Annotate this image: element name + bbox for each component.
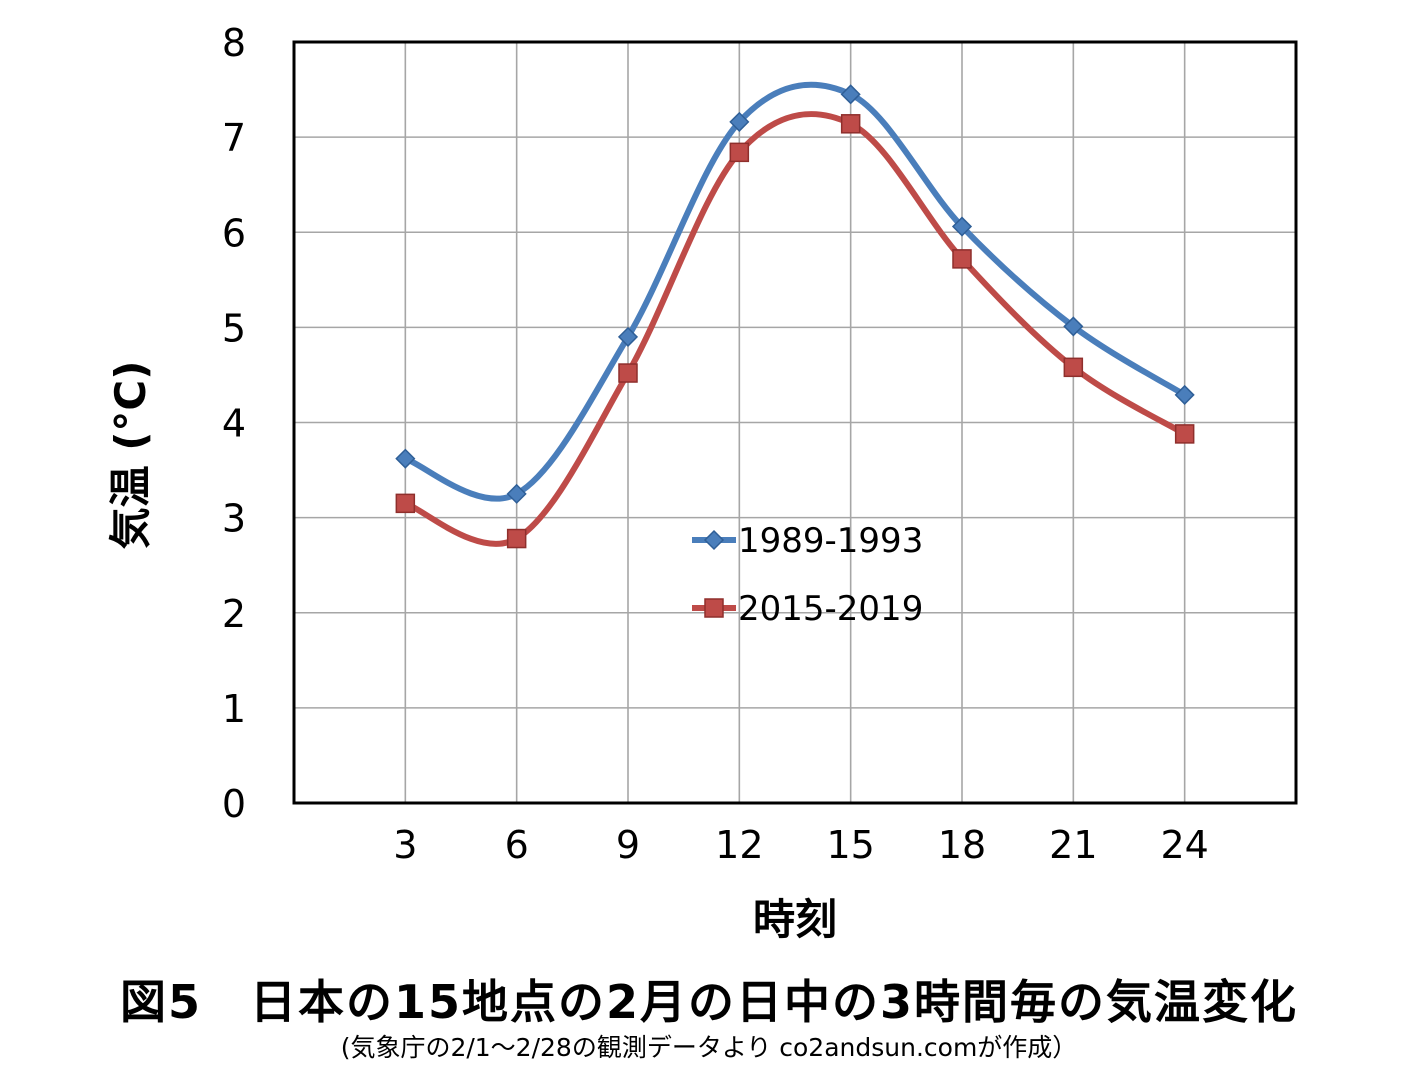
chart-subtitle: (気象庁の2/1〜2/28の観測データより co2andsun.comが作成） xyxy=(340,1033,1078,1062)
x-axis-title: 時刻 xyxy=(753,895,837,944)
data-point xyxy=(1174,424,1195,444)
x-tick-label: 3 xyxy=(393,823,417,867)
y-tick-label: 8 xyxy=(222,21,246,65)
data-point xyxy=(506,483,527,504)
x-tick-label: 12 xyxy=(715,823,763,867)
series-2 xyxy=(395,111,1195,549)
y-tick-label: 4 xyxy=(222,402,246,446)
y-tick-label: 5 xyxy=(222,306,246,350)
legend-marker xyxy=(704,598,724,618)
data-point xyxy=(618,363,638,383)
y-tick-label: 0 xyxy=(222,782,246,826)
legend-entry: 2015-2019 xyxy=(692,589,923,629)
plot-frame xyxy=(292,40,1298,805)
chart-title: 図5 日本の15地点の2月の日中の3時間毎の気温変化 xyxy=(119,975,1299,1029)
series-line xyxy=(402,111,1188,547)
data-point xyxy=(729,111,750,132)
grid xyxy=(294,42,1296,803)
data-point xyxy=(506,528,527,549)
y-tick-label: 7 xyxy=(222,116,246,160)
x-tick-label: 9 xyxy=(616,823,640,867)
series-line xyxy=(402,81,1188,502)
x-tick-label: 18 xyxy=(938,823,986,867)
data-point xyxy=(840,114,861,134)
y-axis-ticks: 0 1 2 3 4 5 6 7 8 xyxy=(222,21,246,826)
legend-marker xyxy=(703,529,725,551)
y-axis-title: 気温 (°C) xyxy=(106,361,155,550)
legend-label: 2015-2019 xyxy=(738,589,923,629)
y-tick-label: 6 xyxy=(222,211,246,255)
y-tick-label: 2 xyxy=(222,592,246,636)
legend: 1989-1993 2015-2019 xyxy=(692,521,923,629)
data-point xyxy=(395,493,416,514)
x-tick-label: 6 xyxy=(505,823,529,867)
legend-label: 1989-1993 xyxy=(738,521,923,561)
series-1 xyxy=(395,81,1195,504)
x-axis-ticks: 3 6 9 12 15 18 21 24 xyxy=(393,823,1209,867)
y-tick-label: 3 xyxy=(222,497,246,541)
legend-entry: 1989-1993 xyxy=(692,521,923,561)
data-point xyxy=(729,142,750,163)
y-tick-label: 1 xyxy=(222,687,246,731)
x-tick-label: 24 xyxy=(1160,823,1208,867)
x-tick-label: 15 xyxy=(826,823,874,867)
data-point xyxy=(1063,316,1084,337)
x-tick-label: 21 xyxy=(1049,823,1097,867)
data-point xyxy=(1174,384,1195,405)
data-point xyxy=(1063,357,1084,378)
series-group xyxy=(395,81,1195,549)
data-point xyxy=(395,448,416,469)
data-point xyxy=(951,216,973,237)
data-point xyxy=(840,84,861,105)
data-point xyxy=(617,326,639,347)
data-point xyxy=(952,249,972,269)
